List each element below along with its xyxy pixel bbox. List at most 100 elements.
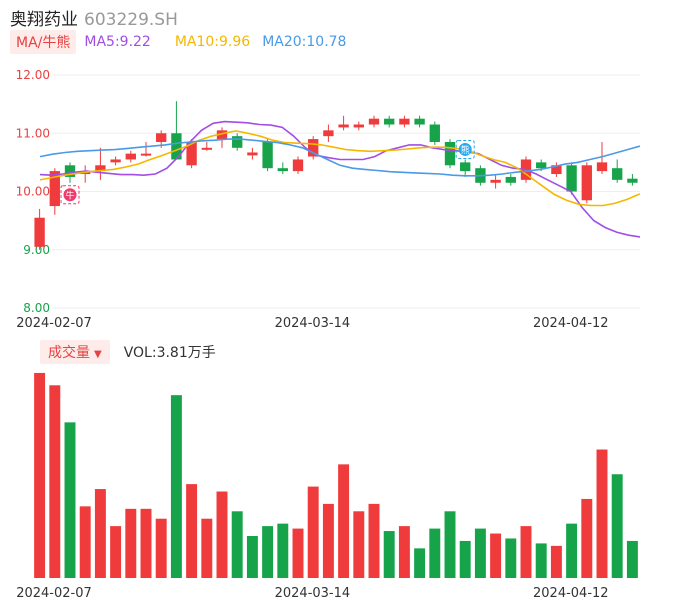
volume-toggle-label: 成交量 xyxy=(48,345,90,361)
volume-bar xyxy=(64,422,76,578)
candle-body xyxy=(156,133,167,142)
dropdown-arrow-icon: ▼ xyxy=(94,349,102,360)
x-tick-label: 2024-04-12 xyxy=(533,586,609,601)
volume-bar xyxy=(429,528,441,578)
candle-body xyxy=(34,217,45,247)
y-tick-label: 8.00 xyxy=(23,301,50,315)
stock-name: 奥翔药业 xyxy=(10,10,78,30)
candle-body xyxy=(232,136,243,148)
candle-body xyxy=(201,147,212,150)
stock-title: 奥翔药业 603229.SH xyxy=(10,5,178,30)
x-tick-label: 2024-04-12 xyxy=(533,316,609,331)
candle-body xyxy=(308,139,319,157)
candle-body xyxy=(566,165,577,192)
volume-bar xyxy=(459,540,471,578)
candle-body xyxy=(277,168,288,172)
candle-body xyxy=(627,178,638,183)
volume-bar xyxy=(535,543,547,578)
candle-body xyxy=(444,141,456,166)
volume-bar xyxy=(383,531,395,578)
x-tick-label: 2024-02-07 xyxy=(16,316,92,331)
volume-toggle-button[interactable]: 成交量 ▼ xyxy=(40,340,110,364)
candle-body xyxy=(460,162,471,172)
volume-bar xyxy=(626,540,638,578)
x-tick-label: 2024-03-14 xyxy=(275,316,351,331)
volume-value: VOL:3.81万手 xyxy=(123,345,216,361)
volume-bar xyxy=(505,538,517,578)
bull-marker-icon: 牛 xyxy=(60,185,80,205)
bull-marker-icon-badge xyxy=(63,188,77,202)
volume-bar xyxy=(140,508,152,578)
candle-body xyxy=(292,159,304,172)
candle-body xyxy=(171,133,182,160)
ma-legend: MA/牛熊 MA5:9.22 MA10:9.96 MA20:10.78 xyxy=(10,30,358,54)
volume-bar xyxy=(368,503,380,578)
ma-toggle-button[interactable]: MA/牛熊 xyxy=(10,30,77,54)
candle-body xyxy=(49,171,60,207)
candle-body xyxy=(581,165,592,201)
volume-bar xyxy=(490,533,502,578)
candle-body xyxy=(64,165,76,177)
candle-body xyxy=(596,162,608,172)
y-tick-label: 11.00 xyxy=(16,126,50,140)
candle-body xyxy=(110,159,121,163)
x-tick-label: 2024-03-14 xyxy=(275,586,351,601)
volume-bar xyxy=(216,491,228,578)
volume-bar xyxy=(307,486,319,578)
volume-bar xyxy=(292,528,304,578)
bear-marker-icon-frame xyxy=(455,139,475,159)
ma20-label: MA20:10.78 xyxy=(262,34,347,50)
volume-bar xyxy=(277,523,289,578)
candle-body xyxy=(353,124,364,128)
candle-body xyxy=(338,124,349,128)
volume-bar xyxy=(474,528,486,578)
volume-bar xyxy=(155,518,167,578)
volume-bar xyxy=(34,372,46,578)
candle-body xyxy=(186,141,197,166)
volume-bar xyxy=(520,526,532,578)
candle-body xyxy=(140,153,152,156)
volume-bar xyxy=(231,511,243,578)
volume-bar xyxy=(170,395,182,578)
candle-body xyxy=(384,118,395,125)
volume-bar xyxy=(550,545,562,578)
candle-body xyxy=(368,118,380,125)
candle-body xyxy=(429,124,440,142)
ma10-label: MA10:9.96 xyxy=(174,34,251,50)
candle-body xyxy=(125,153,136,160)
candle-body xyxy=(262,141,273,169)
volume-bar xyxy=(79,506,91,578)
y-tick-label: 10.00 xyxy=(16,185,50,199)
candle-body xyxy=(414,118,425,125)
candle-body xyxy=(323,130,334,137)
volume-bar xyxy=(444,511,456,578)
x-tick-label: 2024-02-07 xyxy=(16,586,92,601)
volume-bar xyxy=(322,503,334,578)
volume-legend: 成交量 ▼ VOL:3.81万手 xyxy=(40,340,216,364)
bear-marker-icon-badge xyxy=(458,142,472,156)
candle-body xyxy=(216,130,228,140)
volume-bar xyxy=(581,498,593,578)
bull-marker-icon-glyph: 牛 xyxy=(65,189,74,201)
volume-bar xyxy=(414,548,426,578)
candle-body xyxy=(490,179,501,183)
ma10-line xyxy=(39,130,641,207)
ma20-line xyxy=(39,138,641,177)
volume-bar xyxy=(338,464,350,578)
candle-body xyxy=(247,152,258,156)
volume-bar xyxy=(125,508,137,578)
volume-bar xyxy=(110,526,122,578)
bear-marker-icon: 熊 xyxy=(455,139,475,159)
ma5-line xyxy=(39,120,641,238)
volume-bar xyxy=(566,523,578,578)
bear-marker-icon-glyph: 熊 xyxy=(461,144,470,156)
y-tick-label: 12.00 xyxy=(16,68,50,82)
volume-bar xyxy=(353,511,365,578)
ma5-label: MA5:9.22 xyxy=(84,34,151,50)
volume-bar xyxy=(611,474,623,578)
candle-body xyxy=(95,165,106,172)
volume-bar xyxy=(49,385,61,578)
candle-body xyxy=(612,168,623,180)
candle-body xyxy=(505,176,516,183)
